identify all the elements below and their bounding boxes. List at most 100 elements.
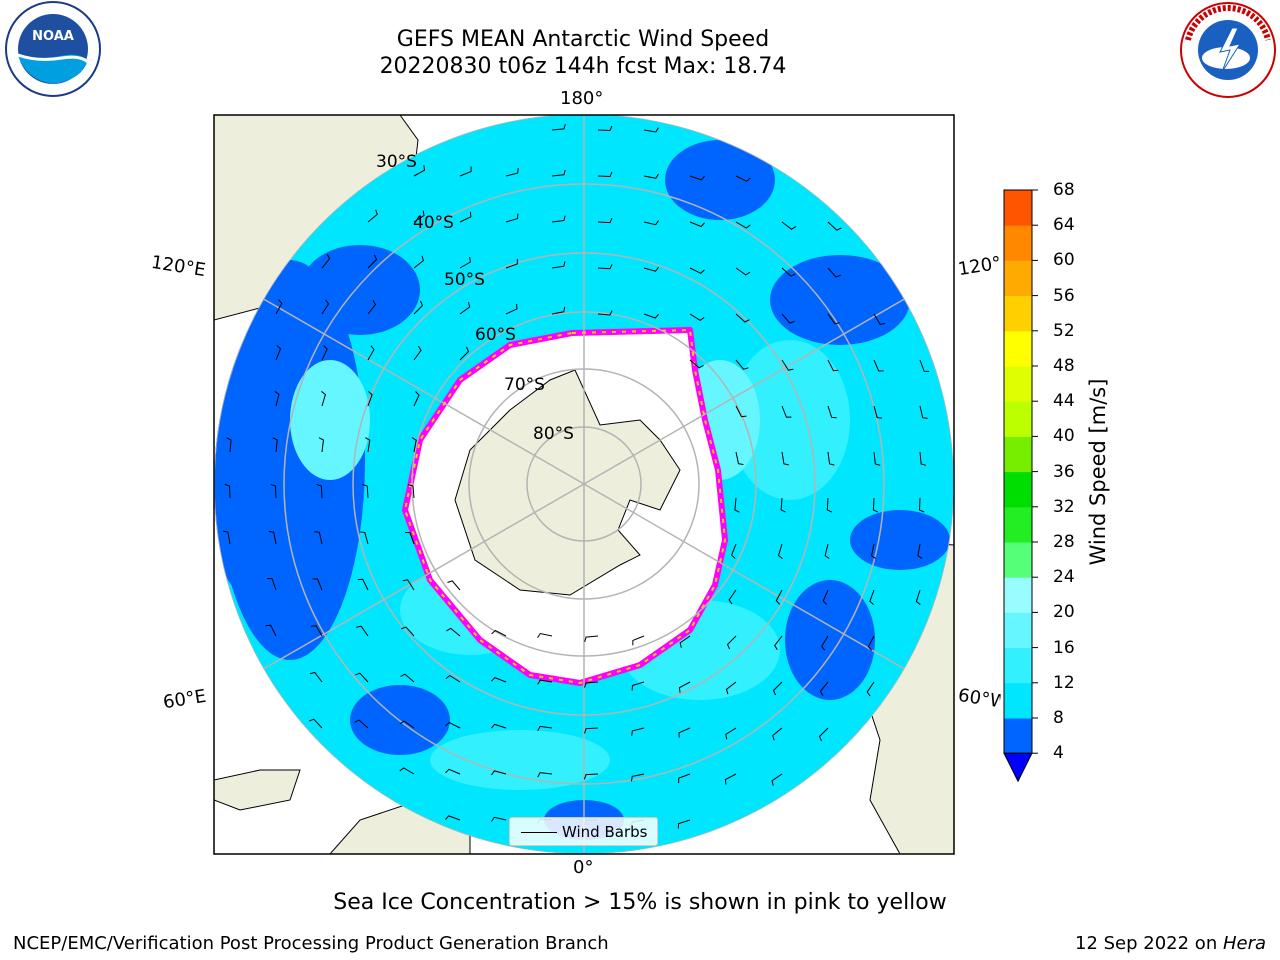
colorbar-segment	[1004, 401, 1032, 437]
wind-barb	[491, 677, 507, 683]
wind-barb	[827, 221, 842, 231]
wind-barb	[268, 530, 277, 545]
wind-barb	[505, 168, 519, 177]
wind-barb	[265, 624, 277, 637]
wind-barb	[643, 266, 659, 272]
wind-field-patch	[785, 580, 875, 700]
wind-barb	[818, 727, 829, 742]
wind-barb	[643, 313, 659, 319]
wind-barb	[309, 671, 323, 683]
wind-barb	[824, 543, 830, 559]
wind-barb	[491, 723, 507, 729]
wind-barb	[724, 773, 737, 785]
wind-barb	[735, 267, 751, 276]
lon-label-180: 180°	[560, 88, 604, 109]
wind-barb	[583, 773, 599, 780]
wind-barb	[678, 727, 691, 738]
wind-barb	[551, 261, 566, 269]
wind-barb	[689, 221, 705, 228]
colorbar-tick-label: 20	[1053, 602, 1075, 623]
wind-barb	[872, 497, 879, 513]
wind-barb	[222, 530, 231, 545]
colorbar-tick-label: 56	[1053, 285, 1075, 306]
wind-barb	[275, 299, 283, 315]
wind-barb-legend-line	[521, 832, 557, 833]
wind-barb	[827, 451, 835, 466]
wind-barb	[597, 264, 613, 270]
wind-field-patch	[350, 685, 450, 755]
wind-barb	[735, 359, 749, 370]
wind-barb	[400, 673, 415, 683]
wind-barb	[781, 221, 797, 230]
colorbar-tick-label: 64	[1053, 215, 1075, 236]
wind-barb	[413, 210, 425, 223]
wind-barb	[826, 497, 833, 513]
colorbar-tick-label: 44	[1053, 391, 1075, 412]
meridian-line	[214, 483, 585, 745]
wind-barb	[445, 768, 461, 775]
colorbar-tick-label: 48	[1053, 356, 1075, 376]
wind-barb	[459, 301, 471, 315]
wind-barb	[491, 629, 507, 637]
colorbar-tick-label: 28	[1053, 532, 1075, 552]
wind-barb	[917, 543, 923, 559]
wind-barb	[866, 681, 875, 697]
generation-date: 12 Sep 2022 on Hera	[1075, 933, 1266, 954]
wind-barb	[631, 681, 645, 691]
wind-barb	[597, 171, 613, 178]
wind-barb	[404, 532, 415, 545]
wind-barb	[413, 391, 420, 407]
wind-barb	[735, 175, 751, 182]
map-legend: Wind Barbs	[509, 817, 658, 846]
colorbar-segment	[1004, 260, 1032, 297]
wind-field-patch	[850, 510, 950, 570]
wind-barb	[643, 220, 659, 226]
sea-ice-high-concentration	[403, 328, 727, 685]
wind-barb	[689, 359, 704, 369]
wind-barb	[679, 635, 691, 648]
colorbar-segment	[1004, 647, 1032, 684]
wind-barb	[401, 626, 415, 637]
lat-label-50s: 50°S	[444, 270, 485, 290]
wind-barb	[314, 531, 323, 545]
wind-barb	[643, 173, 659, 179]
colorbar-segment	[1004, 718, 1032, 754]
meridian-line	[214, 223, 585, 485]
wind-barb	[689, 267, 705, 274]
wind-barb	[505, 258, 518, 269]
wind-barb	[367, 254, 378, 269]
wind-barb	[551, 123, 566, 131]
wind-barb	[735, 313, 750, 323]
wind-barb	[445, 721, 461, 729]
lat-label-40s: 40°S	[413, 213, 454, 233]
wind-barb	[689, 175, 705, 181]
wind-barbs	[222, 123, 930, 829]
wind-barb	[537, 772, 553, 778]
wind-barb	[678, 681, 691, 693]
wind-barb	[734, 497, 740, 513]
date-text: 12 Sep 2022 on	[1075, 933, 1223, 954]
wind-barb	[772, 681, 783, 696]
wind-barb	[915, 589, 921, 605]
wind-barb	[274, 391, 280, 407]
wind-barb	[459, 211, 472, 223]
wind-barb	[413, 300, 424, 315]
wind-barb	[447, 580, 461, 591]
wind-barb	[365, 437, 371, 453]
wind-barb	[735, 221, 751, 229]
wind-barb	[827, 267, 841, 278]
wind-barb	[827, 405, 837, 419]
wind-barb	[308, 718, 323, 729]
wind-barb	[551, 306, 566, 315]
wind-barb	[772, 727, 783, 741]
wind-barb	[821, 635, 829, 651]
wind-barb	[551, 169, 566, 177]
wind-barb	[267, 577, 277, 591]
wind-barb	[873, 405, 883, 419]
wind-barb	[873, 451, 881, 466]
wind-barb	[781, 451, 789, 466]
wind-barb	[827, 313, 840, 325]
wind-barb	[728, 589, 737, 605]
noaa-logo-icon: NOAA	[5, 1, 101, 97]
